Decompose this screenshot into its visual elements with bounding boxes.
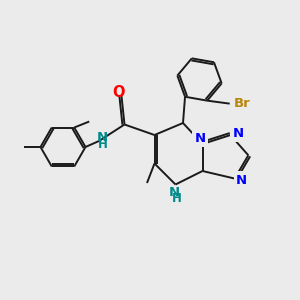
Text: N: N xyxy=(232,127,244,140)
Text: N: N xyxy=(194,132,206,145)
Text: N: N xyxy=(97,131,108,144)
Text: N: N xyxy=(232,127,244,140)
Text: N: N xyxy=(236,174,247,187)
Text: H: H xyxy=(98,138,107,151)
Text: N: N xyxy=(168,185,180,199)
Text: N: N xyxy=(236,174,247,187)
Text: N: N xyxy=(194,132,206,145)
Text: O: O xyxy=(112,85,125,100)
Text: Br: Br xyxy=(234,97,251,110)
Text: H: H xyxy=(172,191,181,205)
